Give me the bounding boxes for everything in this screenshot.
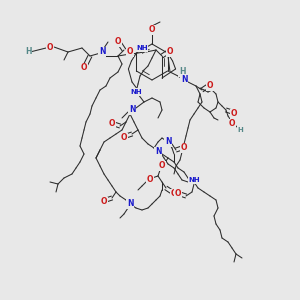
Text: H: H — [25, 47, 31, 56]
Text: O: O — [101, 197, 107, 206]
Text: NH: NH — [188, 177, 200, 183]
Text: O: O — [175, 190, 181, 199]
Text: N: N — [165, 137, 171, 146]
Text: O: O — [167, 47, 173, 56]
Text: H: H — [237, 127, 243, 133]
Text: N: N — [129, 106, 135, 115]
Text: O: O — [231, 110, 237, 118]
Text: N: N — [127, 200, 133, 208]
Text: O: O — [109, 119, 115, 128]
Text: N: N — [181, 76, 187, 85]
Text: O: O — [147, 176, 153, 184]
Text: O: O — [127, 47, 133, 56]
Text: NH: NH — [130, 89, 142, 95]
Text: NH: NH — [136, 45, 148, 51]
Text: O: O — [171, 190, 177, 199]
Text: H: H — [179, 68, 185, 76]
Text: O: O — [229, 119, 235, 128]
Text: N: N — [155, 148, 161, 157]
Text: O: O — [149, 26, 155, 34]
Text: N: N — [99, 47, 105, 56]
Text: O: O — [181, 143, 187, 152]
Text: O: O — [207, 82, 213, 91]
Text: O: O — [81, 64, 87, 73]
Text: O: O — [121, 134, 127, 142]
Text: O: O — [47, 43, 53, 52]
Text: O: O — [115, 38, 121, 46]
Text: O: O — [159, 161, 165, 170]
